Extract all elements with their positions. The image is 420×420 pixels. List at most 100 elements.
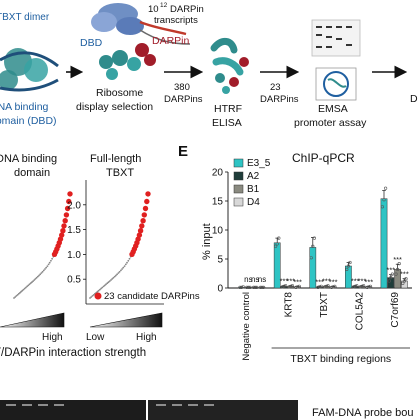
tbxt-dimer-illustration <box>0 48 59 92</box>
left-curve-point <box>28 283 31 286</box>
replicate-point <box>358 285 363 289</box>
significance-label: *** <box>315 277 324 286</box>
significance-label: ns <box>258 275 266 284</box>
gel-image-left <box>0 400 146 420</box>
left-curve-point <box>61 223 67 229</box>
right-ramp-low: Low <box>86 332 105 343</box>
replicate-point <box>380 205 385 209</box>
left-curve-point <box>50 259 52 262</box>
replicate-point <box>389 276 393 280</box>
chart-y-tick-label: 5 <box>217 255 223 266</box>
right-curve-point <box>106 282 109 285</box>
replicate-point <box>396 267 400 272</box>
replicate-point <box>330 285 334 290</box>
panel-e-letter: E <box>178 143 188 160</box>
right-y-tick-label: 2.0 <box>67 200 81 211</box>
right-curve-point <box>140 218 146 224</box>
replicate-point <box>262 285 266 290</box>
left-curve-point <box>59 232 65 238</box>
replicate-point <box>260 285 264 290</box>
replicate-point <box>355 284 359 288</box>
replicate-point <box>362 284 366 288</box>
category-label: Negative control <box>241 292 252 361</box>
htrf-label-2: ELISA <box>212 117 242 129</box>
right-curve-point <box>144 198 150 205</box>
right-curve-point <box>105 283 107 286</box>
legend-label: D4 <box>247 197 260 208</box>
replicate-point <box>326 284 330 288</box>
emsa-label-1: EMSA <box>318 103 348 115</box>
ribosome-label-1: Ribosome <box>96 87 143 99</box>
left-curve-point <box>66 198 72 205</box>
legend-label: A2 <box>247 171 260 182</box>
dbd-label: DBD <box>80 37 103 49</box>
left-curve-point <box>40 272 43 274</box>
left-curve-point <box>15 295 18 297</box>
significance-label: *** <box>293 277 302 286</box>
left-curve-point <box>64 205 71 212</box>
left-strength-ramp <box>0 312 65 328</box>
replicate-point <box>274 244 278 248</box>
legend-swatch-a2 <box>233 171 244 181</box>
right-curve-point <box>99 288 101 291</box>
emsa-label-2: promoter assay <box>294 117 367 129</box>
left-curve-point <box>29 282 32 285</box>
replicate-point <box>360 284 364 288</box>
right-curve-point <box>123 265 126 267</box>
category-label: KRT8 <box>283 292 294 318</box>
right-curve-point <box>91 295 94 297</box>
left-curve-point <box>17 292 20 295</box>
replicate-point <box>331 285 335 289</box>
replicate-point <box>253 285 257 290</box>
dna-binding-label-2: domain (DBD) <box>0 115 57 127</box>
replicate-point <box>367 285 371 289</box>
replicate-point <box>333 284 337 288</box>
left-curve-point <box>47 263 50 266</box>
left-curve-point <box>67 191 73 197</box>
dimer-label: TBXT dimer <box>0 12 50 23</box>
significance-label: *** <box>286 277 295 286</box>
replicate-point <box>275 242 279 246</box>
left-curve-point <box>22 288 25 291</box>
left-curve-point <box>41 270 44 273</box>
replicate-point <box>255 285 259 290</box>
left-curve-point <box>25 286 27 289</box>
right-curve-point <box>103 284 106 287</box>
replicate-point <box>240 285 244 290</box>
bar-d4 <box>258 287 266 289</box>
right-curve-point <box>89 297 91 299</box>
category-label: TBXT <box>319 292 330 318</box>
right-plot-title-1: Full-length <box>90 153 141 165</box>
replicate-point <box>287 285 291 289</box>
workflow-strip: TBXT dimer DNA binding domain (DBD) 10 1… <box>0 2 418 129</box>
right-curve-point <box>127 259 130 262</box>
right-curve-point <box>136 232 143 238</box>
transcripts-word: DARPin <box>170 4 204 15</box>
dna-binding-label-1: DNA binding <box>0 101 49 113</box>
replicate-point <box>318 285 322 289</box>
left-curve-point <box>35 276 38 279</box>
left-plot-title-2: domain <box>14 167 50 179</box>
significance-label: *** <box>351 277 360 286</box>
panel-d: DNA binding domain High Full-length TBXT… <box>0 153 200 359</box>
replicate-point <box>258 285 263 290</box>
legend-swatch-b1 <box>233 184 244 194</box>
replicate-point <box>402 279 407 283</box>
bar-b1 <box>251 287 259 289</box>
significance-label: ns <box>244 275 252 284</box>
bar-a2 <box>245 287 252 289</box>
left-curve-point <box>14 296 17 298</box>
probe-label: FAM-DNA probe bou <box>312 407 414 419</box>
replicate-point <box>353 284 357 288</box>
left-curve-point <box>60 228 66 234</box>
replicate-point <box>241 285 245 289</box>
right-y-tick-label: 1.0 <box>67 250 81 261</box>
y-axis-label: % input <box>201 223 213 260</box>
replicate-point <box>390 272 395 276</box>
legend-swatch-d4 <box>233 197 244 207</box>
replicate-point <box>397 262 401 266</box>
emsa-illustration <box>311 19 361 101</box>
significance-label: *** <box>280 277 289 286</box>
